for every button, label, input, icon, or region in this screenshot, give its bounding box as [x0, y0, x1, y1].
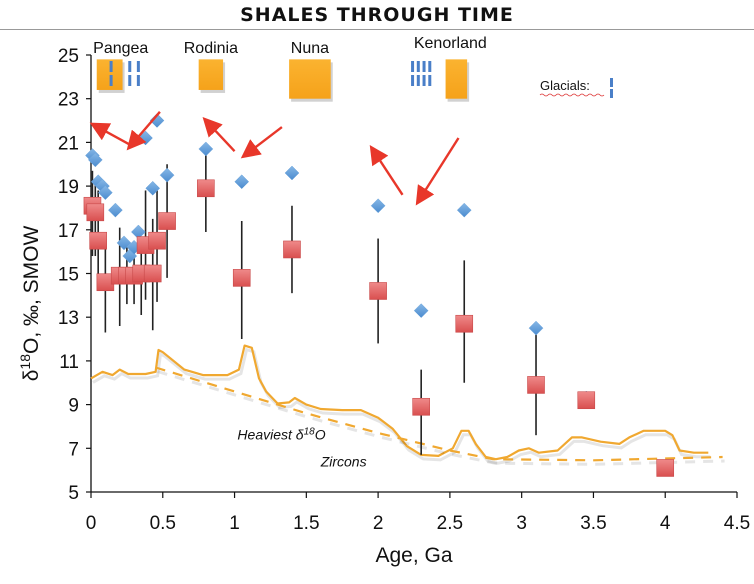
data-point-square: [86, 203, 105, 222]
data-point-square: [527, 376, 545, 394]
supercontinent-box-nuna: [289, 59, 331, 99]
supercontinent-label-kenorland: Kenorland: [414, 35, 487, 52]
y-tick-label: 13: [58, 308, 79, 329]
glacial-marker: [411, 75, 415, 86]
data-point-square: [656, 459, 675, 477]
data-point-square: [158, 212, 176, 230]
spellcheck-underline: [539, 93, 605, 97]
data-point-diamond: [159, 167, 175, 183]
y-tick-label: 15: [58, 265, 79, 286]
zircon-baseline-dashed: [155, 366, 723, 462]
data-point-diamond: [145, 180, 161, 196]
y-tick-label: 7: [68, 439, 79, 460]
glacial-marker: [416, 75, 420, 86]
red-arrow: [369, 144, 404, 196]
data-point-diamond: [87, 152, 103, 168]
x-tick-label: 1: [229, 513, 240, 534]
glacial-marker: [128, 61, 132, 72]
supercontinent-box-kenorland: [445, 59, 468, 99]
glacial-marker: [109, 61, 113, 72]
data-point-diamond: [528, 320, 544, 336]
y-tick-label: 23: [58, 90, 79, 111]
data-point-diamond: [456, 202, 472, 218]
x-tick-label: 2.5: [437, 513, 463, 534]
y-tick-label: 25: [58, 46, 79, 67]
glacial-marker: [428, 61, 432, 72]
x-axis-title: Age, Ga: [375, 544, 452, 567]
y-tick-label: 19: [58, 177, 79, 198]
glacials-legend-label: Glacials:: [540, 78, 590, 93]
data-point-square: [577, 391, 596, 410]
data-point-diamond: [116, 235, 132, 251]
x-tick-label: 3: [516, 513, 527, 534]
y-tick-label: 11: [59, 352, 79, 373]
glacial-marker: [136, 61, 140, 72]
red-arrow: [126, 111, 161, 151]
glacials-legend-marker: [610, 78, 613, 87]
red-arrow: [89, 122, 131, 146]
x-tick-label: 0: [86, 513, 97, 534]
glacial-marker: [416, 61, 420, 72]
zircon-annotation-label-2: Zircons: [320, 454, 367, 470]
data-point-diamond: [370, 198, 386, 214]
data-point-diamond: [284, 165, 300, 181]
data-point-diamond: [149, 113, 165, 128]
supercontinent-label-pangea: Pangea: [93, 40, 148, 57]
data-point-diamond: [234, 174, 250, 190]
x-tick-label: 2: [373, 513, 384, 534]
glacial-marker: [411, 61, 415, 72]
y-tick-label: 21: [58, 133, 79, 154]
supercontinent-label-nuna: Nuna: [291, 40, 329, 57]
y-tick-label: 17: [58, 221, 79, 242]
x-tick-label: 4.5: [724, 513, 750, 534]
zircon-annotation-label: Heaviest δ18O: [237, 426, 325, 443]
data-point-diamond: [413, 303, 429, 318]
data-point-diamond: [198, 141, 214, 157]
x-tick-label: 1.5: [293, 513, 319, 534]
glacial-marker: [428, 75, 432, 86]
glacial-marker: [128, 75, 132, 86]
title-divider: [0, 29, 754, 30]
x-tick-label: 4: [660, 513, 671, 534]
data-point-square: [143, 264, 162, 283]
data-point-square: [283, 240, 301, 259]
x-tick-label: 0.5: [150, 513, 176, 534]
data-point-diamond: [108, 202, 123, 218]
glacial-marker: [422, 75, 426, 86]
zircon-curve: [90, 344, 709, 461]
supercontinent-label-rodinia: Rodinia: [184, 40, 238, 57]
zircon-baseline-shadow: [157, 370, 725, 466]
data-point-diamond: [98, 185, 113, 201]
data-point-square: [232, 269, 251, 287]
data-point-square: [412, 397, 430, 416]
glacial-marker: [422, 61, 426, 72]
glacial-marker: [136, 75, 140, 86]
y-tick-label: 9: [68, 396, 79, 417]
y-axis-title: δ18O, ‰, SMOW: [17, 226, 43, 382]
data-point-square: [197, 179, 215, 198]
red-arrow: [415, 137, 460, 206]
zircon-curve-shadow: [92, 347, 711, 465]
red-arrow: [202, 117, 236, 152]
data-point-square: [148, 231, 166, 250]
supercontinent-box-rodinia: [198, 59, 224, 90]
data-point-square: [455, 314, 474, 333]
y-tick-label: 5: [68, 483, 79, 504]
data-point-square: [89, 231, 107, 250]
chart-title: SHALES THROUGH TIME: [240, 4, 514, 26]
x-tick-label: 3.5: [580, 513, 606, 534]
red-arrow: [240, 126, 283, 159]
data-point-square: [369, 282, 387, 300]
glacial-marker: [109, 75, 113, 86]
glacials-legend-marker: [610, 89, 613, 98]
